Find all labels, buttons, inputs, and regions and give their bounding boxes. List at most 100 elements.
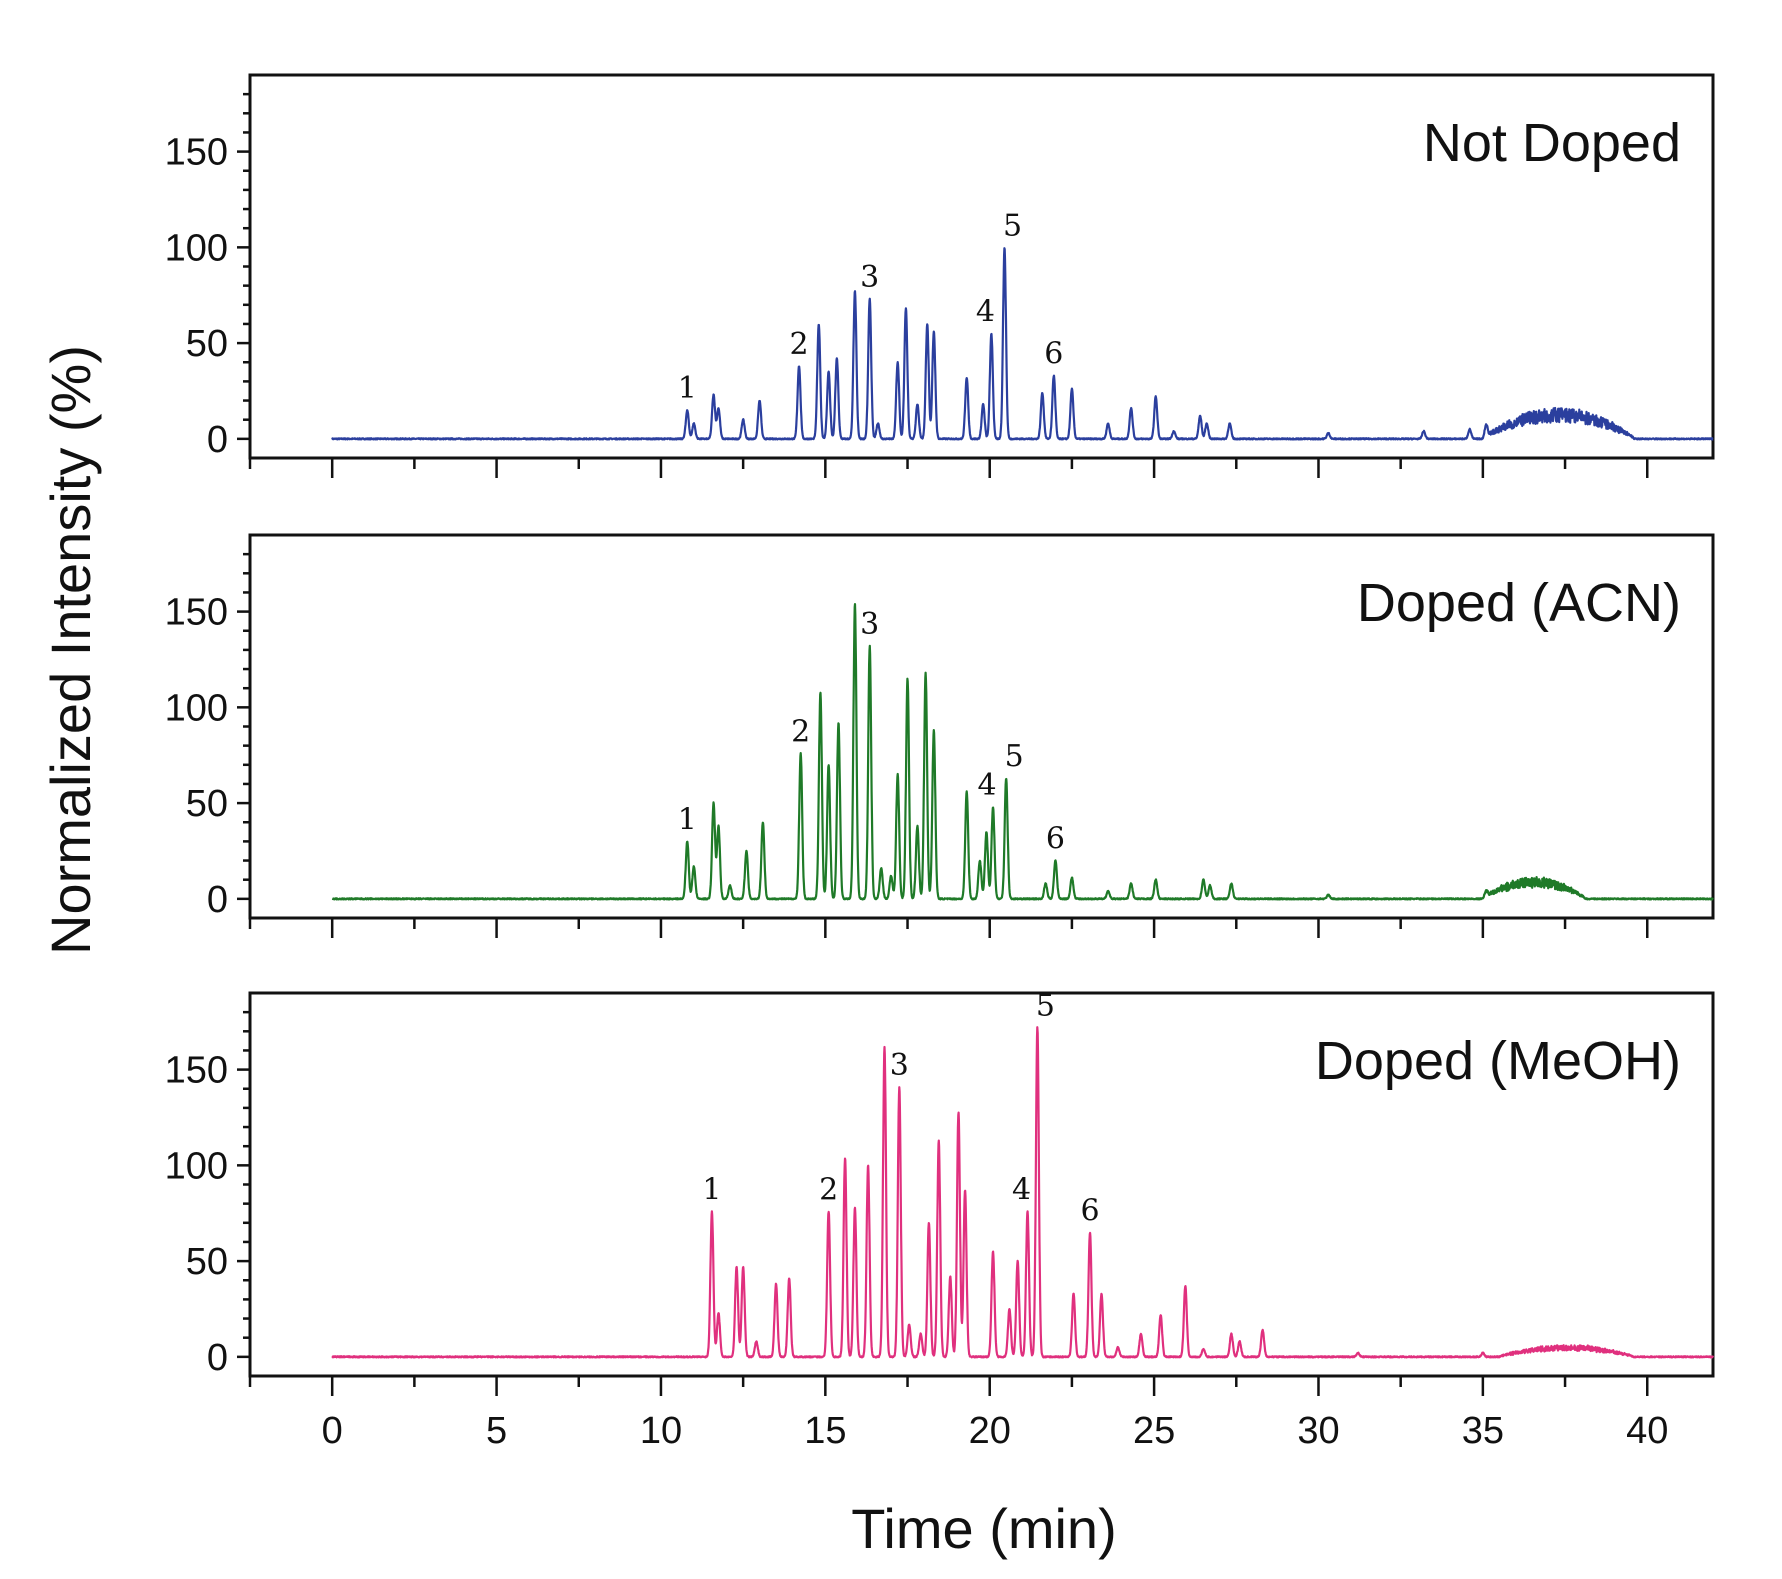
panel-3: 0 50 100 150 0 5 10 15 20 25 30 35 40 1 2 3 4 5 6 Doped (Me… — [165, 988, 1715, 1452]
peak-label-1: 1 — [702, 1172, 721, 1207]
peak-point — [1205, 422, 1209, 426]
peak-label-2: 2 — [791, 714, 810, 749]
peak-point — [981, 402, 985, 406]
peak-point — [692, 422, 696, 426]
peak-point — [716, 1311, 720, 1315]
peak-point — [1003, 245, 1007, 249]
peak-point — [1484, 891, 1488, 895]
peak-point — [1229, 1332, 1233, 1336]
panel-title: Doped (ACN) — [1357, 573, 1681, 633]
peak-point — [1201, 878, 1205, 882]
peak-point — [965, 790, 969, 794]
peak-point — [692, 864, 696, 868]
peak-point — [1261, 1328, 1265, 1332]
peak-point — [1139, 1332, 1143, 1336]
peak-point — [879, 866, 883, 870]
peak-point — [1484, 425, 1488, 429]
peak-point — [1208, 883, 1212, 887]
series-line — [331, 247, 1714, 441]
y-tick-label: 100 — [165, 227, 228, 269]
x-tick-label: 0 — [322, 1410, 343, 1452]
y-tick-label: 100 — [165, 1145, 228, 1187]
peak-point — [787, 1276, 791, 1280]
peak-point — [932, 728, 936, 732]
peak-point — [866, 1163, 870, 1167]
peak-label-5: 5 — [1003, 208, 1022, 243]
peak-label-2: 2 — [819, 1172, 838, 1207]
y-tick-label: 150 — [165, 592, 228, 634]
peak-label-4: 4 — [1012, 1172, 1031, 1207]
peak-point — [1198, 414, 1202, 418]
peak-point — [1040, 391, 1044, 395]
peak-point — [883, 1045, 887, 1049]
x-axis-title: Time (min) — [851, 1497, 1116, 1560]
peak-point — [915, 824, 919, 828]
peak-label-2: 2 — [789, 327, 808, 362]
peak-point — [1026, 1209, 1030, 1213]
peak-label-5: 5 — [1005, 739, 1024, 774]
y-tick-label: 50 — [186, 783, 228, 825]
y-tick-label: 0 — [207, 879, 228, 921]
peak-point — [925, 322, 929, 326]
peak-point — [1229, 882, 1233, 886]
peak-point — [876, 422, 880, 426]
peak-point — [1238, 1340, 1242, 1344]
peak-point — [1154, 395, 1158, 399]
peak-point — [1044, 882, 1048, 886]
peak-point — [797, 364, 801, 368]
x-tick-label: 25 — [1133, 1410, 1175, 1452]
peak-point — [1070, 876, 1074, 880]
peak-point — [1088, 1230, 1092, 1234]
x-tick-label: 30 — [1297, 1410, 1339, 1452]
peak-point — [1481, 1351, 1485, 1355]
peak-point — [1154, 878, 1158, 882]
peak-point — [1004, 776, 1008, 780]
x-tick-label: 5 — [486, 1410, 507, 1452]
y-axis-title: Normalized Intensity (%) — [39, 345, 102, 955]
peak-label-3: 3 — [860, 260, 879, 295]
x-tick-label: 35 — [1462, 1410, 1504, 1452]
peak-point — [889, 874, 893, 878]
peak-point — [799, 751, 803, 755]
peak-point — [712, 801, 716, 805]
peak-point — [827, 370, 831, 374]
y-tick-label: 150 — [165, 1050, 228, 1092]
y-tick-label: 0 — [207, 419, 228, 461]
x-tick-label: 10 — [640, 1410, 682, 1452]
peak-point — [978, 859, 982, 863]
peak-point — [1201, 1347, 1205, 1351]
peak-label-1: 1 — [678, 371, 697, 406]
peak-point — [712, 393, 716, 397]
x-tick-label: 15 — [804, 1410, 846, 1452]
peak-point — [728, 883, 732, 887]
peak-point — [907, 1322, 911, 1326]
peak-point — [853, 289, 857, 293]
peak-point — [1035, 1025, 1039, 1029]
x-tick-label: 20 — [969, 1410, 1011, 1452]
peak-point — [1159, 1313, 1163, 1317]
y-tick-label: 50 — [186, 323, 228, 365]
peak-label-3: 3 — [890, 1048, 909, 1083]
peak-point — [1468, 427, 1472, 431]
peak-point — [1007, 1307, 1011, 1311]
peak-point — [1072, 1292, 1076, 1296]
peak-label-6: 6 — [1080, 1193, 1099, 1228]
peak-point — [827, 763, 831, 767]
peak-point — [1052, 374, 1056, 378]
peak-point — [735, 1265, 739, 1269]
peak-point — [758, 399, 762, 403]
peak-point — [818, 690, 822, 694]
peak-point — [1326, 893, 1330, 897]
peak-point — [827, 1209, 831, 1213]
peak-point — [868, 644, 872, 648]
panel-1: 0 50 100 150 1 2 3 4 5 6 Not Doped — [165, 73, 1715, 478]
peak-label-6: 6 — [1046, 822, 1065, 857]
peak-point — [744, 849, 748, 853]
peak-point — [741, 418, 745, 422]
y-tick-label: 100 — [165, 687, 228, 729]
x-tick-label: 40 — [1626, 1410, 1668, 1452]
peak-point — [836, 721, 840, 725]
peak-point — [989, 332, 993, 336]
panel-2: 0 50 100 150 1 2 3 45 6 Doped (ACN) — [165, 533, 1715, 938]
peak-point — [710, 1209, 714, 1213]
